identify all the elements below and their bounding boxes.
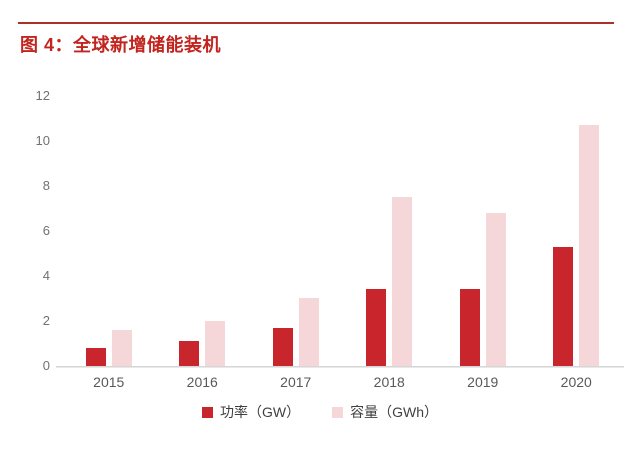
y-axis-tick-label-10: 10	[35, 133, 50, 148]
y-axis-tick-label-4: 4	[42, 268, 50, 283]
bar-capacity-2015	[111, 330, 132, 366]
bar-group-2018	[343, 96, 437, 366]
x-axis-label-2017: 2017	[280, 374, 312, 390]
legend-label-power: 功率（GW）	[220, 404, 301, 420]
bar-group-2019	[436, 96, 530, 366]
figure-title: 图 4：全球新增储能装机	[20, 35, 222, 55]
bar-capacity-2017	[298, 298, 319, 366]
x-axis-label-2018: 2018	[373, 374, 405, 390]
x-axis-label-2019: 2019	[467, 374, 499, 390]
y-axis-tick-label-12: 12	[35, 88, 50, 103]
bar-group-2020	[530, 96, 624, 366]
y-axis-tick-label-0: 0	[42, 358, 50, 373]
legend-label-capacity: 容量（GWh）	[350, 404, 438, 420]
bar-capacity-2018	[392, 197, 413, 366]
y-axis-tick-label-2: 2	[42, 313, 50, 328]
bar-group-2017	[249, 96, 343, 366]
capacity-series-swatch-icon	[332, 406, 344, 418]
y-axis-tick-label-8: 8	[42, 178, 50, 193]
bar-power-2018	[366, 289, 387, 366]
bar-power-2017	[272, 328, 293, 366]
bar-capacity-2016	[205, 321, 226, 366]
legend-item-power: 功率（GW）	[202, 402, 300, 422]
x-axis-label-2020: 2020	[560, 374, 592, 390]
chart-legend: 功率（GW） 容量（GWh）	[0, 402, 640, 422]
bar-power-2015	[85, 348, 106, 366]
legend-item-capacity: 容量（GWh）	[332, 402, 438, 422]
x-axis-line	[56, 366, 624, 368]
title-rule	[18, 22, 614, 24]
power-series-swatch-icon	[202, 406, 213, 418]
bar-group-2016	[156, 96, 250, 366]
bar-capacity-2020	[579, 125, 600, 366]
bar-power-2020	[553, 247, 574, 366]
bar-chart-plot-area	[62, 96, 623, 366]
y-axis-tick-label-6: 6	[42, 223, 50, 238]
x-axis-label-2015: 2015	[93, 374, 125, 390]
bar-power-2019	[459, 289, 480, 366]
bar-group-2015	[62, 96, 156, 366]
bar-capacity-2019	[485, 213, 506, 366]
bar-power-2016	[179, 341, 200, 366]
x-axis-label-2016: 2016	[186, 374, 218, 390]
